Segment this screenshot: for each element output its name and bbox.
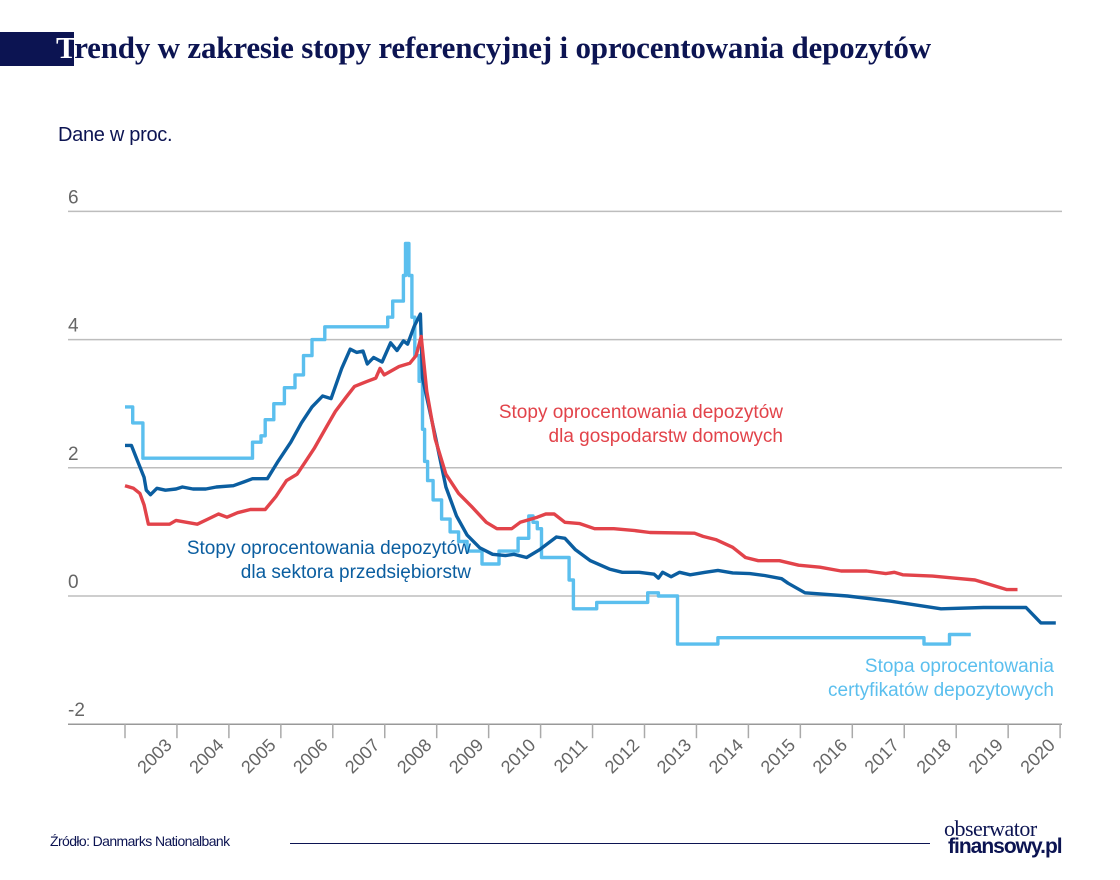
series-line-households [124,334,1018,592]
y-tick-label: -2 [68,700,85,721]
annotation-corporate: Stopy oprocentowania depozytów [187,538,471,559]
x-tick-label: 2006 [289,735,331,777]
y-tick-label: 6 [68,187,79,208]
x-tick-label: 2009 [445,735,487,777]
x-tick-label: 2018 [913,735,955,777]
x-tick-label: 2007 [341,735,383,777]
x-tick-label: 2019 [965,735,1007,777]
series-annotations: Stopa oprocentowania certyfikatów depozyt… [187,402,1055,701]
title-first-letter: T [56,30,75,65]
x-tick-label: 2012 [601,735,643,777]
x-tick-label: 2008 [393,735,435,777]
y-axis-ticks: 6 4 2 0 -2 [68,187,85,721]
source-note: Źródło: Danmarks Nationalbank [50,833,230,849]
chart-title: Trendy w zakresie stopy referencyjnej i … [56,30,931,66]
x-tick-label: 2014 [705,735,747,777]
x-tick-label: 2004 [185,735,227,777]
series-lines [124,241,1056,646]
x-axis: 2003 2004 2005 2006 2007 2008 2009 2010 2011 2012… [124,724,1061,777]
annotation-certificates: certyfikatów depozytowych [828,680,1054,701]
x-tick-label: 2005 [237,735,279,777]
footer-divider [290,843,930,844]
logo-line2: finansowy.pl [948,835,1063,858]
x-tick-label: 2013 [653,735,695,777]
annotation-households: Stopy oprocentowania depozytów [499,402,783,423]
logo-line1: obserwator [944,816,1037,841]
y-tick-label: 0 [68,572,79,593]
title-accent-bar [0,32,74,66]
x-tick-label: 2003 [133,735,175,777]
x-tick-label: 2016 [809,735,851,777]
x-tick-label: 2010 [497,735,539,777]
series-line-certificates [125,241,971,646]
title-text: rendy w zakresie stopy referencyjnej i o… [74,30,931,65]
y-tick-label: 2 [68,444,79,465]
x-tick-label: 2011 [550,735,592,777]
x-tick-label: 2020 [1016,735,1058,777]
annotation-corporate: dla sektora przedsiębiorstw [241,562,471,583]
annotation-households: dla gospodarstw domowych [549,426,783,447]
brand-logo[interactable]: obserwator finansowy.pl [944,816,1063,858]
chart-subtitle: Dane w proc. [58,124,173,146]
annotation-certificates: Stopa oprocentowania [865,656,1055,677]
y-tick-label: 4 [68,316,79,337]
x-tick-label: 2017 [861,735,903,777]
gridlines [68,210,1062,725]
x-tick-label: 2015 [757,735,799,777]
